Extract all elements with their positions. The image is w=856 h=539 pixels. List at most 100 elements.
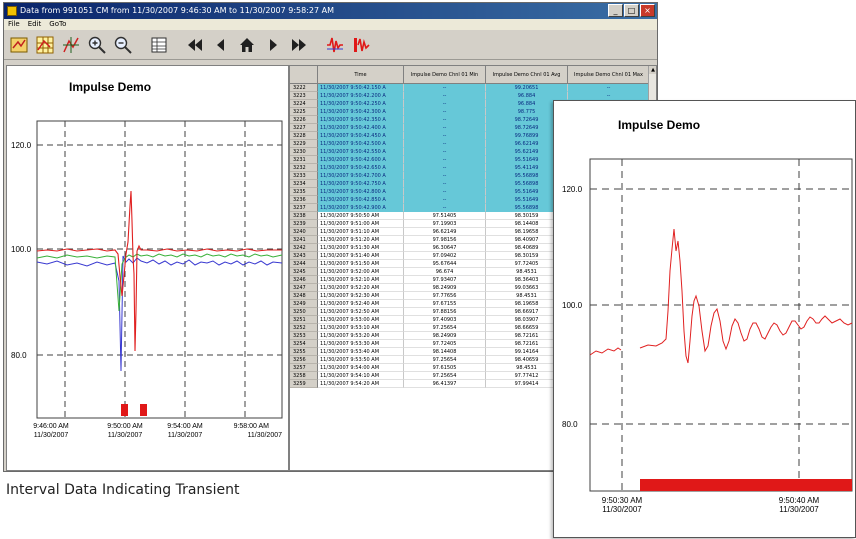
x-tick-time: 9:50:00 AM [107,423,143,430]
cell-time: 11/30/2007 9:50:42.150 A [318,84,404,92]
cell-min: -- [404,84,486,92]
menubar: File Edit GoTo [4,19,657,30]
menu-goto[interactable]: GoTo [49,20,67,28]
cell-min: 95.67644 [404,260,486,268]
header-min[interactable]: Impulse Demo Chnl 01 Min [404,66,486,83]
header-time[interactable]: Time [318,66,404,83]
row-index: 3239 [290,220,318,228]
row-index: 3250 [290,308,318,316]
cell-time: 11/30/2007 9:50:42.400 A [318,124,404,132]
home-icon[interactable] [236,34,258,56]
zoom-chart[interactable]: 120.0 100.0 80.0 9:50:30 AM 11/30/2007 9… [554,101,856,539]
transient-red-icon[interactable] [324,34,346,56]
minimize-button[interactable]: _ [608,4,623,17]
transient-marker[interactable] [640,479,852,491]
row-index: 3242 [290,244,318,252]
window-title: Data from 991051 CM from 11/30/2007 9:46… [20,6,335,15]
x-tick-time: 9:54:00 AM [167,423,203,430]
cell-time: 11/30/2007 9:52:40 AM [318,300,404,308]
grid-icon[interactable] [34,34,56,56]
row-index: 3226 [290,116,318,124]
table-icon[interactable] [148,34,170,56]
zoom-y-tick-label: 100.0 [562,301,583,310]
row-index: 3222 [290,84,318,92]
zoom-out-icon[interactable] [112,34,134,56]
last-icon[interactable] [288,34,310,56]
transient-marker[interactable] [140,404,147,416]
cell-min: -- [404,92,486,100]
zoom-series-red-line [639,228,853,364]
table-row[interactable]: 3223 11/30/2007 9:50:42.200 A -- 96.884 -- [290,92,650,100]
menu-edit[interactable]: Edit [27,20,42,28]
header-avg[interactable]: Impulse Demo Chnl 01 Avg [486,66,568,83]
select-channels-icon[interactable] [8,34,30,56]
cell-min: 97.51405 [404,212,486,220]
cell-min: 98.24909 [404,332,486,340]
cell-min: -- [404,132,486,140]
zoomed-chart-panel: Impulse Demo 120.0 100.0 80.0 9:50:30 AM… [553,100,856,538]
row-index: 3233 [290,172,318,180]
table-row[interactable]: 3222 11/30/2007 9:50:42.150 A -- 99.20651 -- [290,84,650,92]
cell-time: 11/30/2007 9:53:30 AM [318,340,404,348]
cell-min: -- [404,108,486,116]
row-index: 3231 [290,156,318,164]
transient-waveform-icon[interactable] [350,34,372,56]
previous-icon[interactable] [210,34,232,56]
next-icon[interactable] [262,34,284,56]
row-index: 3243 [290,252,318,260]
window-titlebar[interactable]: Data from 991051 CM from 11/30/2007 9:46… [4,3,657,19]
cell-time: 11/30/2007 9:52:10 AM [318,276,404,284]
cell-time: 11/30/2007 9:50:42.300 A [318,108,404,116]
row-index: 3254 [290,340,318,348]
app-icon [7,6,17,16]
row-index: 3249 [290,300,318,308]
cell-time: 11/30/2007 9:50:42.800 A [318,188,404,196]
zoom-x-tick-date: 11/30/2007 [779,505,819,514]
row-index: 3246 [290,276,318,284]
close-button[interactable]: × [640,4,655,17]
table-row[interactable]: 3247 11/30/2007 9:52:20 AM 98.24909 99.0366… [290,284,650,292]
scroll-up-icon[interactable]: ▲ [649,66,656,74]
menu-file[interactable]: File [8,20,20,28]
header-max[interactable]: Impulse Demo Chnl 01 Max [568,66,650,83]
maximize-button[interactable]: □ [624,4,639,17]
cell-time: 11/30/2007 9:53:00 AM [318,316,404,324]
table-row[interactable]: 3239 11/30/2007 9:51:00 AM 97.19903 98.1440… [290,220,650,228]
cell-min: 97.61505 [404,364,486,372]
zoom-x-tick-time: 9:50:30 AM [602,496,643,505]
cell-max: -- [568,92,650,100]
cell-min: -- [404,124,486,132]
toolbar [4,30,657,60]
row-index: 3228 [290,132,318,140]
cell-min: -- [404,172,486,180]
cell-min: 96.41397 [404,380,486,388]
cell-time: 11/30/2007 9:51:40 AM [318,252,404,260]
x-tick-date: 11/30/2007 [34,432,69,439]
cell-time: 11/30/2007 9:51:00 AM [318,220,404,228]
cell-min: 96.30647 [404,244,486,252]
row-index: 3229 [290,140,318,148]
cell-min: 97.67155 [404,300,486,308]
cell-time: 11/30/2007 9:51:50 AM [318,260,404,268]
cursor-icon[interactable] [60,34,82,56]
cell-min: -- [404,116,486,124]
cell-time: 11/30/2007 9:51:20 AM [318,236,404,244]
cell-time: 11/30/2007 9:50:42.650 A [318,164,404,172]
cell-min: 97.98156 [404,236,486,244]
first-icon[interactable] [184,34,206,56]
row-index: 3252 [290,324,318,332]
cell-time: 11/30/2007 9:50:42.750 A [318,180,404,188]
x-tick-date: 11/30/2007 [168,432,203,439]
x-tick-date: 11/30/2007 [247,432,282,439]
cell-time: 11/30/2007 9:50:42.200 A [318,92,404,100]
x-tick-time: 9:46:00 AM [33,423,69,430]
transient-marker[interactable] [121,404,128,416]
series-blue-line [36,255,283,372]
row-index: 3235 [290,188,318,196]
cell-min: -- [404,204,486,212]
cell-time: 11/30/2007 9:50:42.850 A [318,196,404,204]
header-corner [290,66,318,83]
trend-chart[interactable]: 120.0 100.0 80.0 9:46:00 AM 11/30/2007 9… [7,66,290,472]
zoom-in-icon[interactable] [86,34,108,56]
row-index: 3245 [290,268,318,276]
